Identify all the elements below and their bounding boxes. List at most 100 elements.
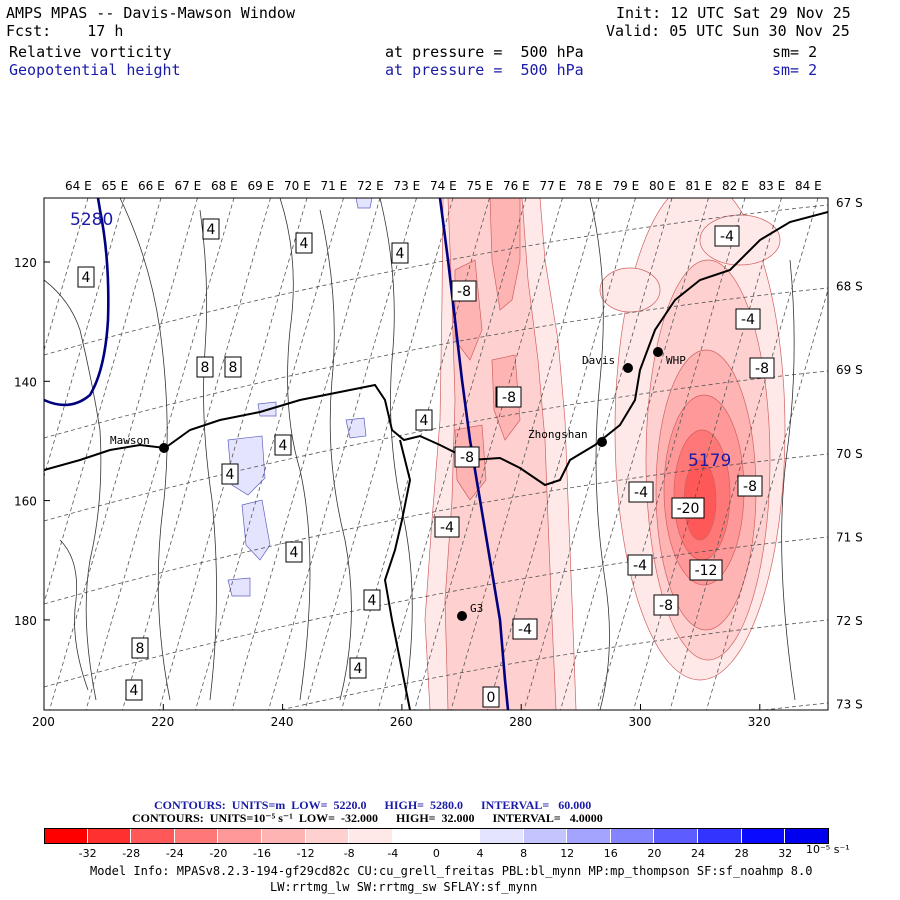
colorbar-label: -12: [296, 847, 315, 860]
vort-label-text: -8: [457, 284, 471, 300]
station-davis-marker: [623, 363, 633, 373]
vort-label-text: 4: [396, 246, 405, 262]
parallel-line: [44, 204, 828, 356]
longitude-label: 67 E: [175, 179, 202, 193]
colorbar-swatch: [698, 828, 742, 844]
vort-label-text: -8: [659, 598, 673, 614]
meridian-line: [450, 198, 600, 710]
colorbar-swatch: [654, 828, 698, 844]
stations: Mawson Davis WHP Zhongshan G3: [110, 347, 686, 621]
vort-label-box: [735, 308, 761, 330]
meridian-line: [706, 288, 828, 710]
colorbar-swatch: [262, 828, 306, 844]
colorbar-swatch: [218, 828, 262, 844]
station-mawson-label: Mawson: [110, 434, 150, 447]
field2-level: at pressure = 500 hPa: [385, 61, 584, 79]
meridian-line: [487, 198, 636, 710]
vorticity-contour-labels: 44484844844444448-8-8-8-4-4-4-4-8-8-4-4-…: [77, 218, 775, 708]
longitude-label: 64 E: [65, 179, 92, 193]
vort-label-box: [391, 242, 409, 264]
colorbar-swatch: [349, 828, 393, 844]
parallel-line: [44, 370, 828, 522]
height-label-5280: 5280: [70, 210, 113, 230]
colorbar-label: 12: [560, 847, 575, 860]
init-time: Init: 12 UTC Sat 29 Nov 25: [616, 4, 851, 22]
meridian-line: [669, 198, 819, 710]
vort-label-box: [202, 218, 220, 240]
colorbar-label: -16: [253, 847, 271, 860]
vort-label-text: -8: [743, 479, 757, 495]
latitude-label: 67 S: [836, 196, 863, 210]
vort-label-box: [224, 356, 242, 378]
meridian-line: [158, 198, 308, 710]
legend-vorticity-contours: CONTOURS: UNITS=10⁻⁵ s⁻¹ LOW= -32.000 HI…: [132, 811, 603, 825]
vort-label-text: 8: [229, 360, 238, 376]
vort-label-text: 4: [226, 467, 235, 483]
longitude-label: 69 E: [248, 179, 275, 193]
colorbar-swatch: [610, 828, 655, 844]
longitude-label: 72 E: [357, 179, 384, 193]
parallel-line: [44, 536, 828, 688]
y-axis-ticks: 120 140 160 180: [14, 256, 50, 628]
station-zhongshan-marker: [597, 437, 607, 447]
vort-label-box: [285, 541, 303, 563]
field2-smooth: sm= 2: [772, 61, 818, 79]
vort-label-text: -8: [460, 450, 474, 466]
height-label-5179: 5179: [688, 451, 731, 471]
y-tick-label: 160: [14, 495, 37, 509]
vort-label-box: [627, 554, 653, 576]
vort-label-text: -8: [755, 361, 769, 377]
colorbar-label: 16: [603, 847, 618, 860]
latitude-label: 72 S: [836, 614, 863, 628]
y-tick-label: 140: [14, 375, 37, 389]
colorbar-swatch: [436, 828, 480, 844]
vort-label-text: -4: [633, 558, 647, 574]
model-info: Model Info: MPASv8.2.3-194-gf29cd82c CU:…: [90, 864, 813, 878]
meridian-line: [414, 198, 563, 710]
colorbar-swatch: [523, 828, 568, 844]
colorbar-swatch: [305, 828, 350, 844]
vort-label-box: [653, 594, 679, 616]
colorbar-label: 0: [432, 847, 440, 860]
vort-label-box: [221, 463, 239, 485]
vort-label-text: 4: [279, 438, 288, 454]
colorbar-label: 32: [778, 847, 793, 860]
vort-label-box: [415, 409, 433, 431]
meridian-line: [195, 198, 344, 710]
colorbar-swatch: [174, 828, 219, 844]
vort-label-box: [714, 225, 740, 247]
colorbar-swatch: [741, 828, 786, 844]
colorbar-label: -4: [387, 847, 399, 860]
longitude-label: 80 E: [649, 179, 676, 193]
parallel-line: [44, 287, 828, 439]
x-tick-label: 240: [271, 715, 294, 729]
meridian-line: [633, 198, 782, 710]
colorbar-swatch: [44, 828, 88, 844]
colorbar-swatch: [131, 828, 175, 844]
station-whp-marker: [653, 347, 663, 357]
meridian-line: [122, 198, 271, 710]
colorbar-swatch: [392, 828, 437, 844]
field1-level: at pressure = 500 hPa: [385, 43, 584, 61]
parallel-line: [44, 453, 828, 605]
vort-label-box: [749, 357, 775, 379]
vort-label-box: [125, 679, 143, 701]
longitude-label: 81 E: [686, 179, 713, 193]
vort-label-box: [131, 637, 149, 659]
colorbar-swatch: [87, 828, 132, 844]
vort-label-text: -4: [720, 229, 734, 245]
vort-label-box: [482, 686, 500, 708]
legend-height-contours: CONTOURS: UNITS=m LOW= 5220.0 HIGH= 5280…: [154, 798, 592, 812]
vort-label-box: [196, 356, 214, 378]
latitude-label: 71 S: [836, 530, 863, 544]
vort-label-box: [363, 589, 381, 611]
station-g3-marker: [457, 611, 467, 621]
longitude-label: 66 E: [138, 179, 165, 193]
meridian-line: [377, 198, 527, 710]
vort-label-box: [77, 266, 95, 288]
vort-label-text: 4: [207, 222, 216, 238]
longitude-label: 76 E: [503, 179, 530, 193]
vort-label-box: [496, 386, 522, 408]
vort-label-text: -4: [440, 520, 454, 536]
